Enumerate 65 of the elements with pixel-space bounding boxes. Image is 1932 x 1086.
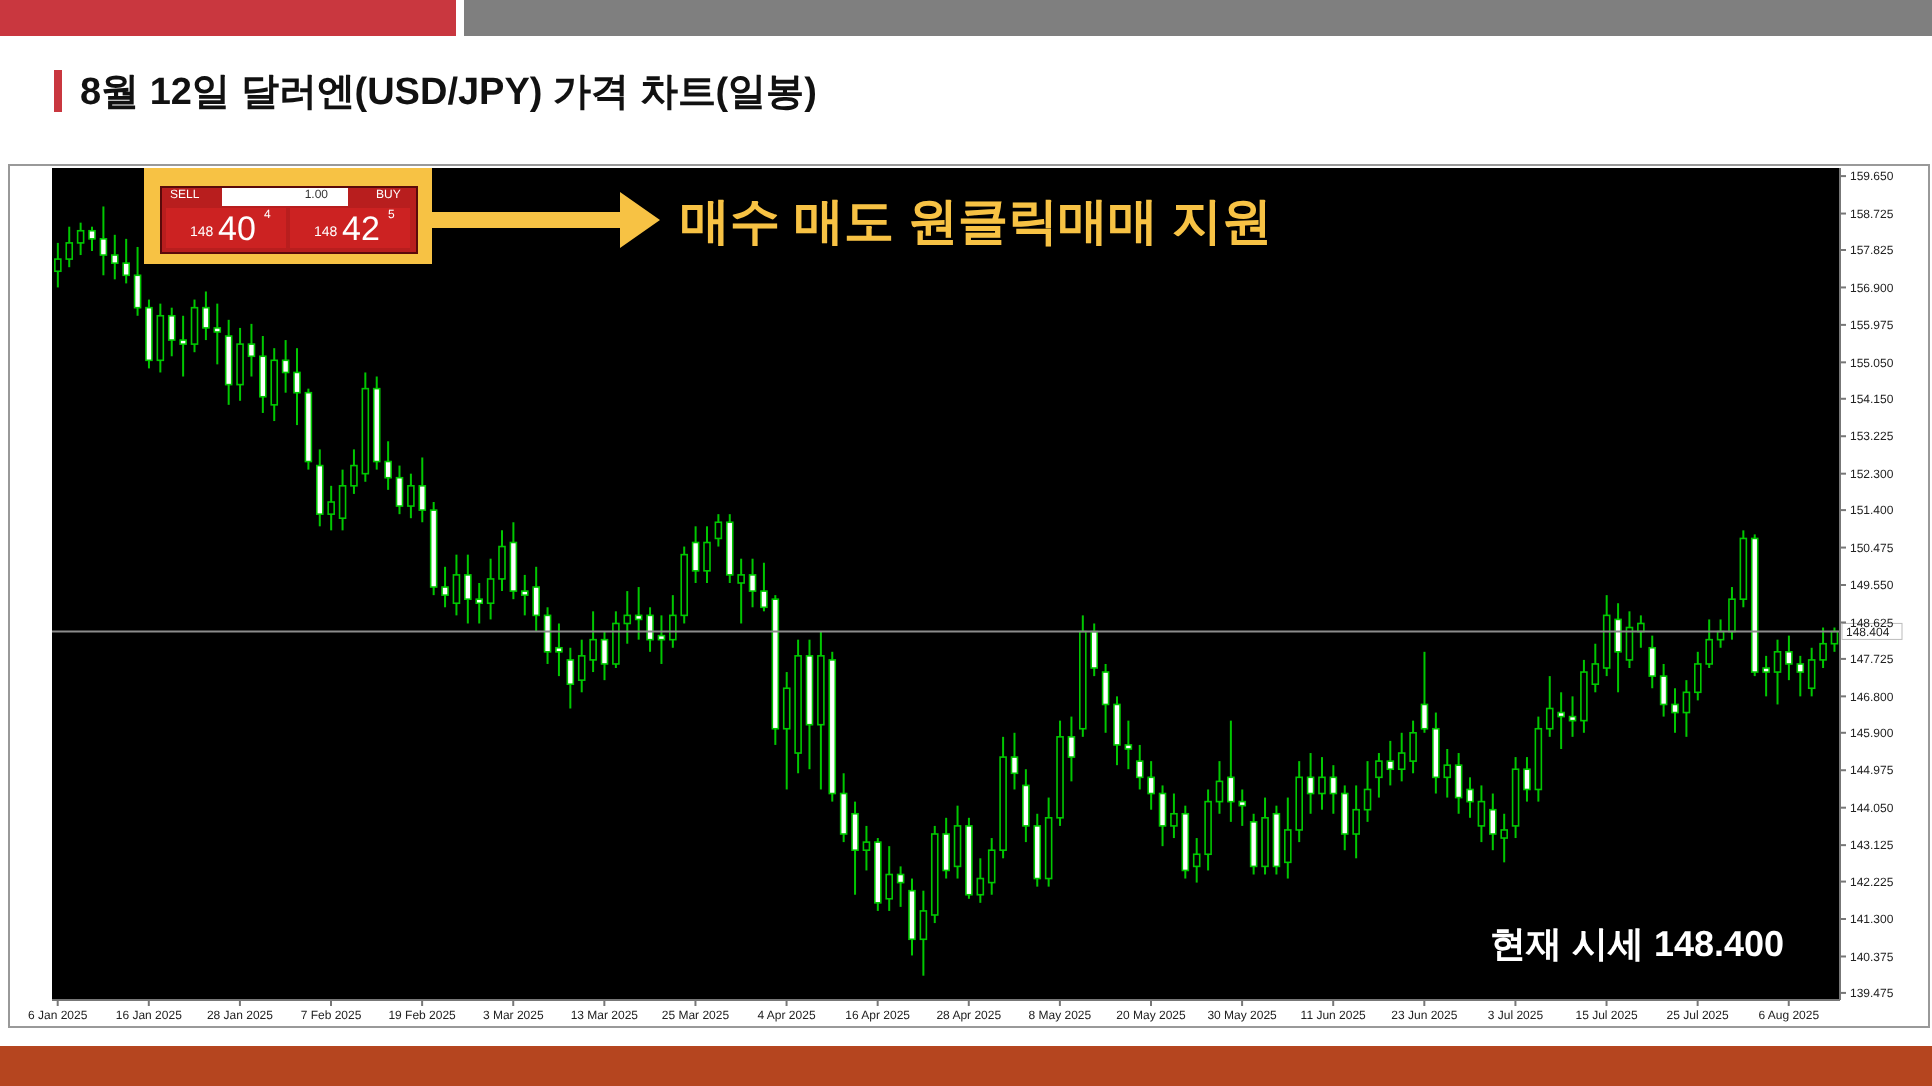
candlestick xyxy=(1671,687,1679,734)
candlestick xyxy=(1409,719,1417,775)
candlestick xyxy=(190,298,199,354)
candlestick xyxy=(1318,756,1326,811)
candlestick xyxy=(703,525,711,584)
candlestick xyxy=(1158,784,1167,848)
candlestick xyxy=(236,326,244,402)
candlestick xyxy=(1113,695,1121,767)
candlestick xyxy=(1010,731,1019,791)
candlestick xyxy=(1101,662,1110,734)
candlestick xyxy=(1682,679,1691,738)
candlestick xyxy=(1659,662,1668,718)
candlestick xyxy=(338,468,347,532)
candlestick xyxy=(851,800,859,896)
candlestick xyxy=(1215,760,1224,815)
candlestick xyxy=(1819,626,1827,670)
candlestick xyxy=(498,529,506,593)
candlestick xyxy=(76,221,85,257)
candlestick xyxy=(452,553,461,617)
candlestick xyxy=(862,824,871,872)
candlestick xyxy=(156,302,165,374)
candlestick xyxy=(646,606,654,653)
candlestick xyxy=(293,347,301,427)
candlestick xyxy=(976,857,985,904)
candlestick xyxy=(1397,731,1406,783)
candlestick xyxy=(1614,602,1622,694)
candlestick xyxy=(691,525,700,584)
candlestick xyxy=(600,630,609,682)
candlestick xyxy=(1249,812,1258,876)
candlestick xyxy=(1648,634,1657,690)
candlestick xyxy=(1807,646,1816,698)
candlestick xyxy=(919,889,928,977)
candlestick xyxy=(839,772,848,844)
candlestick xyxy=(1477,784,1486,844)
annotation: 현재 시세 148.400 xyxy=(1490,922,1785,968)
candlestick xyxy=(395,464,404,516)
candlestick xyxy=(760,561,768,613)
candlestick xyxy=(88,225,96,252)
annotation: 42 xyxy=(342,210,380,250)
candlestick xyxy=(566,646,575,710)
candlestick xyxy=(714,513,723,548)
candlestick xyxy=(1466,776,1474,819)
annotation: 40 xyxy=(218,210,256,250)
candlestick xyxy=(748,557,757,609)
candlestick xyxy=(99,205,108,277)
candlestick xyxy=(247,322,256,378)
candlestick xyxy=(133,245,142,317)
candlestick xyxy=(441,565,449,609)
candlestick xyxy=(1454,752,1463,815)
candlestick xyxy=(1124,719,1133,771)
candlestick xyxy=(1170,792,1178,840)
candlestick xyxy=(1363,760,1372,823)
chart-title: 8월 12일 달러엔(USD/JPY) 가격 차트(일봉) xyxy=(80,70,817,118)
candlestick xyxy=(350,448,358,495)
candlestick xyxy=(1773,638,1782,706)
annotation: 매수 매도 원클릭매매 지원 xyxy=(680,192,1272,254)
candlestick xyxy=(1523,756,1531,803)
candlestick xyxy=(1375,752,1383,799)
candlestick xyxy=(486,557,495,621)
candlestick xyxy=(1067,715,1076,783)
candlestick xyxy=(953,804,962,880)
candlestick xyxy=(1386,739,1395,787)
candlestick xyxy=(1420,650,1429,734)
candlestick xyxy=(1728,586,1736,641)
candlestick xyxy=(555,622,563,678)
